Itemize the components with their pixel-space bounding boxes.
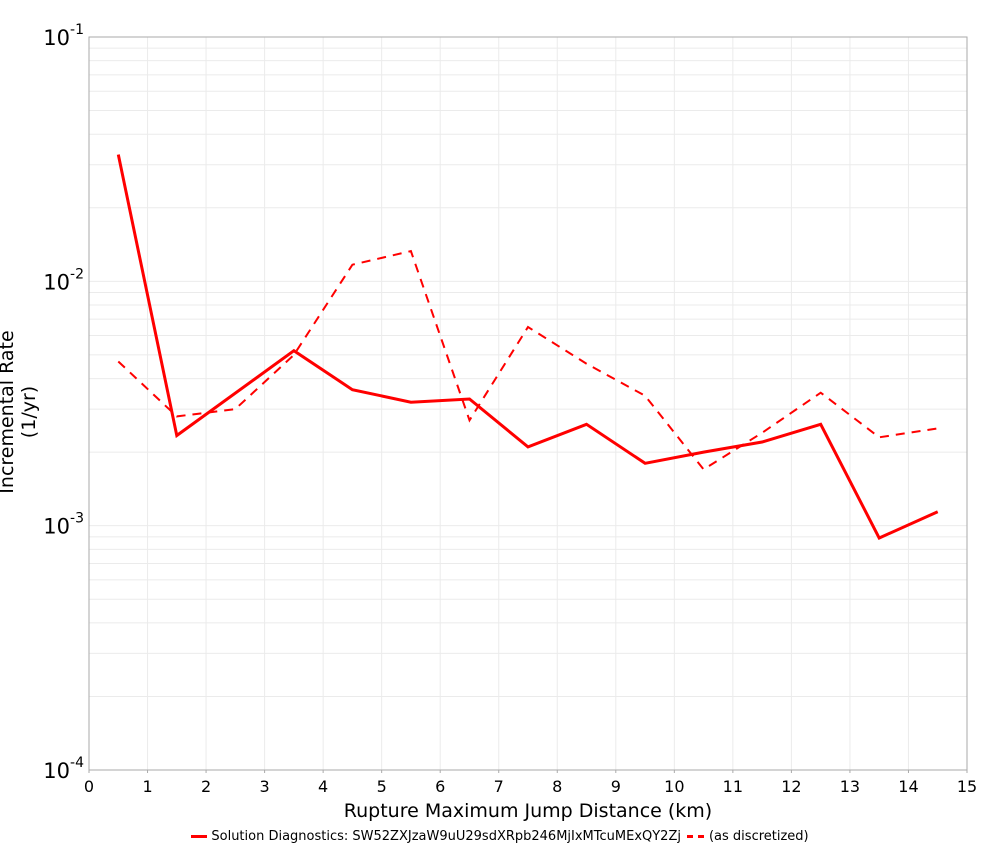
series-lines <box>116 154 939 540</box>
x-tick-label: 2 <box>201 777 211 796</box>
y-axis-ticks: 10-1 10-2 10-3 10-4 <box>43 22 84 783</box>
x-tick-label: 9 <box>611 777 621 796</box>
legend: Solution Diagnostics: SW52ZXJzaW9uU29sdX… <box>0 829 1000 844</box>
legend-label-discretized: (as discretized) <box>708 829 809 844</box>
x-tick-label: 3 <box>260 777 270 796</box>
series-discretized-line <box>117 249 938 471</box>
x-tick-label: 14 <box>898 777 918 796</box>
legend-item-discretized: (as discretized) <box>686 829 809 844</box>
series-solution-line <box>116 154 939 540</box>
y-tick-label: 10-2 <box>43 266 84 294</box>
solid-line-swatch-icon <box>191 835 208 838</box>
y-tick-label: 10-3 <box>43 511 84 539</box>
x-tick-label: 1 <box>142 777 152 796</box>
dashed-line-swatch-icon <box>686 835 705 838</box>
legend-item-solution: Solution Diagnostics: SW52ZXJzaW9uU29sdX… <box>191 829 681 844</box>
x-tick-label: 4 <box>318 777 328 796</box>
x-tick-label: 11 <box>723 777 743 796</box>
x-tick-label: 6 <box>435 777 445 796</box>
x-tick-label: 15 <box>957 777 977 796</box>
x-tick-label: 7 <box>494 777 504 796</box>
x-axis-label: Rupture Maximum Jump Distance (km) <box>343 800 713 822</box>
x-tick-label: 13 <box>840 777 860 796</box>
legend-label-solution: Solution Diagnostics: SW52ZXJzaW9uU29sdX… <box>211 829 681 844</box>
x-tick-label: 12 <box>781 777 801 796</box>
grid-lines <box>88 37 968 771</box>
y-tick-label: 10-4 <box>43 755 84 783</box>
x-tick-label: 5 <box>377 777 387 796</box>
x-tick-label: 0 <box>84 777 94 796</box>
x-tick-label: 10 <box>664 777 684 796</box>
y-tick-label: 10-1 <box>43 22 84 50</box>
x-axis-ticks: 0 1 2 3 4 5 6 7 8 9 10 11 12 13 14 15 <box>84 770 977 796</box>
x-tick-label: 8 <box>552 777 562 796</box>
plot-frame <box>88 36 968 771</box>
y-axis-label: Incremental Rate (1/yr) <box>0 330 40 494</box>
